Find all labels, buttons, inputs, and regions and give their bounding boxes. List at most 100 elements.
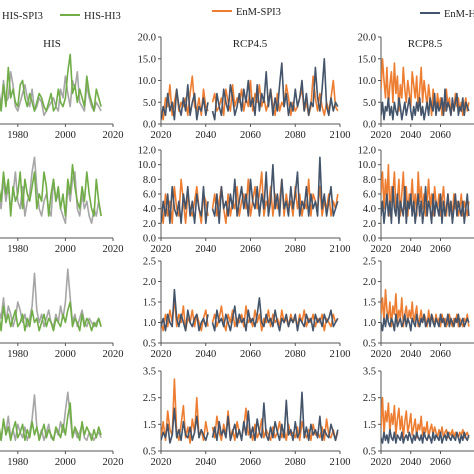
- y-tick-label: 5.0: [143, 98, 156, 109]
- y-tick-label: 2.0: [143, 219, 156, 230]
- x-tick-label: 2040: [400, 457, 421, 468]
- legend-label-enm-hi3: EnM-HI3: [444, 9, 474, 20]
- x-tick-label: 2080: [285, 349, 306, 360]
- panel-r3c1: 1980 2000 2020: [0, 268, 124, 360]
- x-tick-label: 2020: [371, 244, 392, 255]
- x-tick-label: 2040: [400, 349, 421, 360]
- x-tick-label: 2100: [330, 457, 351, 468]
- panel-r4c1: 1980 2000 2020: [0, 391, 124, 468]
- x-tick-label: 2020: [151, 349, 172, 360]
- x-tick-label: 2000: [55, 244, 76, 255]
- y-tick-label: 1.5: [363, 420, 376, 431]
- legend-label-enm-spi3: EnM-SPI3: [236, 7, 281, 18]
- panel-title: RCP8.5: [408, 38, 443, 50]
- y-tick-label: 20.0: [358, 33, 376, 44]
- y-tick-label: 5.0: [363, 98, 376, 109]
- panel-title: HIS: [43, 38, 61, 50]
- x-tick-label: 2060: [430, 130, 451, 141]
- y-tick-label: 0.5: [143, 339, 156, 350]
- x-tick-label: 2060: [240, 349, 261, 360]
- y-tick-label: 12.0: [358, 146, 376, 157]
- x-tick-label: 2060: [240, 130, 261, 141]
- series-group: [0, 53, 102, 117]
- y-tick-label: 15.0: [358, 54, 376, 65]
- x-tick-label: 2040: [400, 244, 421, 255]
- x-tick-label: 2000: [55, 349, 76, 360]
- x-tick-label: 2040: [195, 457, 216, 468]
- y-tick-label: 10.0: [138, 160, 156, 171]
- series-group: [381, 396, 470, 444]
- x-tick-label: 2020: [103, 349, 124, 360]
- legend-label-his-hi3: HIS-HI3: [84, 11, 121, 22]
- y-tick-label: 15.0: [138, 54, 156, 65]
- y-tick-label: 2.0: [363, 219, 376, 230]
- y-tick-label: 2.5: [143, 393, 156, 404]
- series-line-enm-hi3: [161, 391, 339, 444]
- y-tick-label: 3.5: [143, 367, 156, 378]
- x-tick-label: 2080: [285, 457, 306, 468]
- series-line-his-hi3: [0, 163, 102, 217]
- y-tick-label: 12.0: [138, 146, 156, 157]
- series-group: [161, 288, 339, 332]
- x-tick-label: 1980: [7, 244, 28, 255]
- series-group: [0, 268, 102, 332]
- y-tick-label: 2.0: [143, 277, 156, 288]
- series-line-his-hi3: [0, 53, 102, 112]
- series-group: [161, 58, 339, 121]
- series-line-enm-hi3: [161, 58, 339, 121]
- y-tick-label: 4.0: [143, 204, 156, 215]
- panel-r3c2: 2020 2040 2060 2080 2100 0.5 1.0 1.5 2.0 2.5: [143, 257, 351, 361]
- y-tick-label: 4.0: [363, 204, 376, 215]
- y-tick-label: 1.0: [363, 318, 376, 329]
- series-line-enm-hi3: [381, 185, 470, 225]
- panel-title: RCP4.5: [233, 38, 268, 50]
- series-group: [161, 156, 339, 225]
- panel-r2c2: 2020 2040 2060 2080 2100 0.0 2.0 4.0 6.0 8.0 10.0 1…: [138, 146, 351, 256]
- panel-r4c3: 2020 2040 2060 0.5 1.5 2.5 3.5: [363, 367, 474, 468]
- y-tick-label: 10.0: [358, 76, 376, 87]
- series-group: [381, 288, 470, 332]
- panel-r1c1: 1980 2000 2020 HIS: [0, 38, 124, 141]
- x-tick-label: 2040: [400, 130, 421, 141]
- y-tick-label: 20.0: [138, 33, 156, 44]
- x-tick-label: 1980: [7, 457, 28, 468]
- y-tick-label: 0.0: [363, 120, 376, 131]
- y-tick-label: 1.5: [363, 298, 376, 309]
- y-tick-label: 2.5: [363, 393, 376, 404]
- chart-panels: 1980 2000 2020 HIS 2020 2040 2060 2080 2100 0.0 5.…: [0, 33, 474, 468]
- y-tick-label: 10.0: [358, 160, 376, 171]
- x-tick-label: 2080: [285, 244, 306, 255]
- x-tick-label: 2000: [55, 457, 76, 468]
- panel-r1c2: 2020 2040 2060 2080 2100 0.0 5.0 10.0 15.0 20.0 RC…: [138, 33, 351, 142]
- y-tick-label: 1.5: [143, 420, 156, 431]
- x-tick-label: 2000: [55, 130, 76, 141]
- x-tick-label: 2020: [103, 130, 124, 141]
- x-tick-label: 2020: [371, 457, 392, 468]
- series-group: [161, 378, 339, 444]
- x-tick-label: 2040: [195, 244, 216, 255]
- x-tick-label: 2020: [371, 130, 392, 141]
- panel-r3c3: 2020 2040 2060 0.5 1.0 1.5 2.0 2.5: [363, 257, 474, 360]
- series-line-enm-hi3: [381, 88, 470, 121]
- x-tick-label: 2060: [430, 244, 451, 255]
- y-tick-label: 0.5: [363, 447, 376, 458]
- x-tick-label: 2040: [195, 349, 216, 360]
- x-tick-label: 2060: [430, 349, 451, 360]
- x-tick-label: 2020: [151, 457, 172, 468]
- x-tick-label: 2080: [285, 130, 306, 141]
- y-tick-label: 8.0: [143, 175, 156, 186]
- y-tick-label: 3.5: [363, 367, 376, 378]
- y-tick-label: 0.0: [363, 234, 376, 245]
- x-tick-label: 2020: [151, 244, 172, 255]
- x-tick-label: 2040: [195, 130, 216, 141]
- x-tick-label: 2060: [240, 244, 261, 255]
- y-tick-label: 2.5: [143, 257, 156, 268]
- y-tick-label: 6.0: [363, 190, 376, 201]
- x-tick-label: 2020: [103, 457, 124, 468]
- panel-r1c3: 2020 2040 2060 0.0 5.0 10.0 15.0 20.0 RCP8.5: [358, 33, 474, 141]
- y-tick-label: 0.0: [143, 234, 156, 245]
- y-tick-label: 8.0: [363, 175, 376, 186]
- x-tick-label: 2060: [430, 457, 451, 468]
- series-group: [381, 163, 470, 225]
